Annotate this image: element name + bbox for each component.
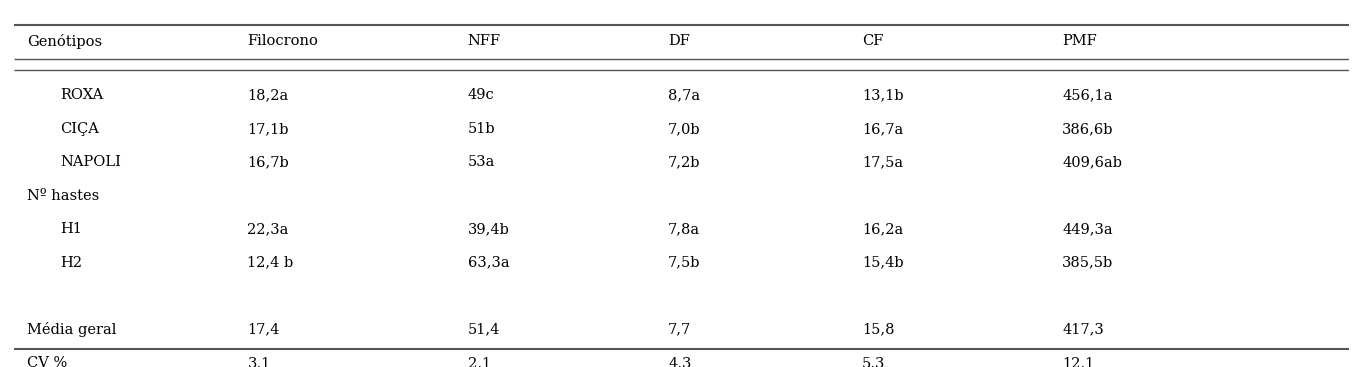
Text: NAPOLI: NAPOLI (60, 155, 121, 169)
Text: 3,1: 3,1 (247, 356, 271, 367)
Text: 7,5b: 7,5b (668, 256, 701, 270)
Text: 7,0b: 7,0b (668, 122, 701, 136)
Text: 4,3: 4,3 (668, 356, 691, 367)
Text: Nº hastes: Nº hastes (27, 189, 99, 203)
Text: 17,4: 17,4 (247, 323, 279, 337)
Text: 7,7: 7,7 (668, 323, 691, 337)
Text: 2,1: 2,1 (468, 356, 491, 367)
Text: 386,6b: 386,6b (1062, 122, 1114, 136)
Text: DF: DF (668, 34, 690, 48)
Text: 17,1b: 17,1b (247, 122, 289, 136)
Text: 7,2b: 7,2b (668, 155, 701, 169)
Text: Filocrono: Filocrono (247, 34, 318, 48)
Text: 5,3: 5,3 (861, 356, 885, 367)
Text: 16,7b: 16,7b (247, 155, 289, 169)
Text: 417,3: 417,3 (1062, 323, 1104, 337)
Text: 16,2a: 16,2a (861, 222, 904, 236)
Text: CV %: CV % (27, 356, 67, 367)
Text: 12,4 b: 12,4 b (247, 256, 293, 270)
Text: 13,1b: 13,1b (861, 88, 904, 102)
Text: 385,5b: 385,5b (1062, 256, 1114, 270)
Text: CIÇA: CIÇA (60, 122, 99, 136)
Text: 51b: 51b (468, 122, 495, 136)
Text: 449,3a: 449,3a (1062, 222, 1112, 236)
Text: ROXA: ROXA (60, 88, 104, 102)
Text: 7,8a: 7,8a (668, 222, 701, 236)
Text: 53a: 53a (468, 155, 495, 169)
Text: 39,4b: 39,4b (468, 222, 510, 236)
Text: 456,1a: 456,1a (1062, 88, 1112, 102)
Text: PMF: PMF (1062, 34, 1097, 48)
Text: 16,7a: 16,7a (861, 122, 904, 136)
Text: 63,3a: 63,3a (468, 256, 510, 270)
Text: 409,6ab: 409,6ab (1062, 155, 1122, 169)
Text: H2: H2 (60, 256, 82, 270)
Text: Média geral: Média geral (27, 322, 116, 337)
Text: H1: H1 (60, 222, 82, 236)
Text: 51,4: 51,4 (468, 323, 500, 337)
Text: 22,3a: 22,3a (247, 222, 289, 236)
Text: NFF: NFF (468, 34, 502, 48)
Text: 8,7a: 8,7a (668, 88, 701, 102)
Text: 15,8: 15,8 (861, 323, 894, 337)
Text: 18,2a: 18,2a (247, 88, 289, 102)
Text: 12,1: 12,1 (1062, 356, 1094, 367)
Text: CF: CF (861, 34, 883, 48)
Text: 17,5a: 17,5a (861, 155, 902, 169)
Text: Genótipos: Genótipos (27, 34, 102, 49)
Text: 15,4b: 15,4b (861, 256, 904, 270)
Text: 49c: 49c (468, 88, 495, 102)
